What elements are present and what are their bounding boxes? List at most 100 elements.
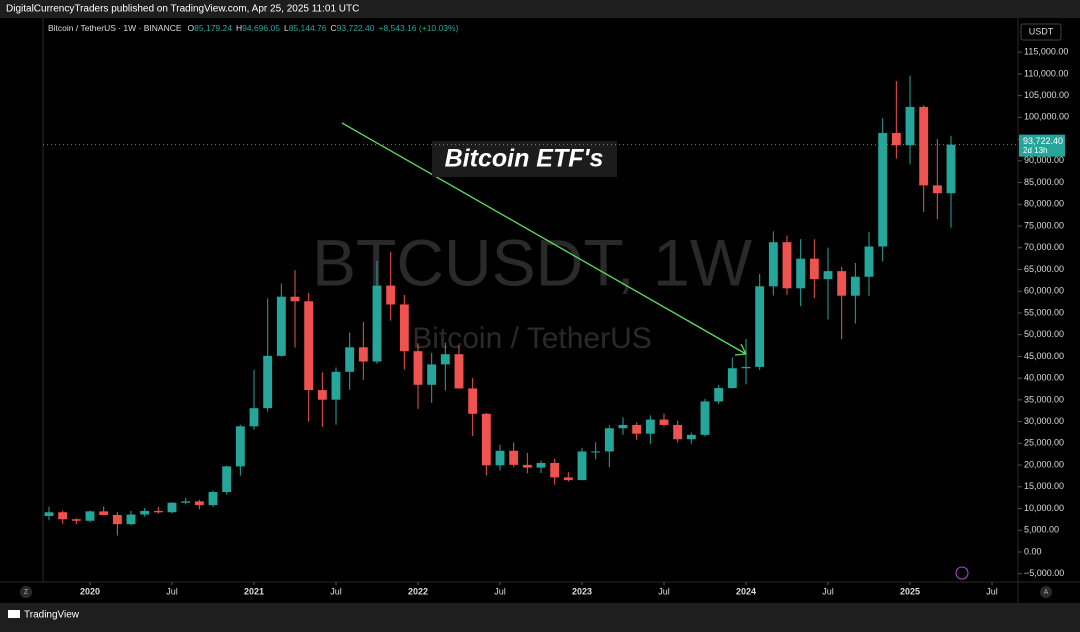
candle-body	[345, 347, 355, 372]
last-price-box	[1019, 134, 1065, 157]
candle-body	[714, 388, 724, 402]
candle-body	[249, 408, 259, 427]
currency: USDT	[1029, 26, 1054, 36]
y-tick-label: 45,000.00	[1024, 351, 1064, 361]
candle-body	[550, 462, 560, 478]
y-tick-label: 105,000.00	[1024, 90, 1069, 100]
x-tick-label: 2021	[244, 586, 264, 596]
annotation: Bitcoin ETF's	[445, 145, 604, 173]
candle-body	[263, 355, 273, 409]
ohlc-value: 93,722.40	[337, 23, 375, 33]
arrow-head	[734, 343, 747, 356]
x-tick-label: 2020	[80, 586, 100, 596]
z-button[interactable]	[20, 586, 32, 598]
candle-body	[153, 510, 163, 513]
candle-body	[864, 246, 874, 277]
candle-body	[823, 271, 833, 280]
ohlc-label: O	[188, 23, 195, 33]
y-tick-label: 115,000.00	[1024, 47, 1068, 57]
arrow	[341, 122, 747, 355]
y-tick-label: 70,000.00	[1024, 242, 1064, 252]
candle-body	[44, 512, 54, 516]
candle-body	[85, 511, 95, 521]
candle-body	[741, 366, 751, 369]
a-button[interactable]	[1040, 586, 1052, 598]
event-icon[interactable]	[955, 566, 969, 580]
candle-body	[782, 242, 792, 289]
ohlc-value: 85,144.76	[289, 23, 327, 33]
y-tick-label: 35,000.00	[1024, 394, 1064, 404]
candle-body	[290, 296, 300, 302]
candle-body	[399, 304, 409, 352]
candle-body	[563, 477, 573, 481]
y-tick-label: 80,000.00	[1024, 199, 1064, 209]
y-tick-label: −5,000.00	[1024, 568, 1064, 578]
watermark-sub: Bitcoin / TetherUS	[412, 322, 652, 355]
countdown: 2d 13h	[1023, 146, 1047, 155]
candle-body	[659, 419, 669, 425]
currency-button[interactable]	[1020, 23, 1062, 41]
x-tick-label: Jul	[658, 586, 670, 596]
x-tick-label: 2022	[408, 586, 428, 596]
y-tick-label: 65,000.00	[1024, 264, 1064, 274]
y-tick-label: 20,000.00	[1024, 459, 1064, 469]
change: +8,543.16 (+10.03%)	[378, 23, 458, 33]
candle-body	[809, 258, 819, 280]
candle-body	[235, 426, 245, 467]
y-tick-label: 60,000.00	[1024, 286, 1064, 296]
y-tick-label: 0.00	[1024, 546, 1042, 556]
ohlc-label: H	[236, 23, 242, 33]
x-tick-label: 2023	[572, 586, 592, 596]
y-tick-label: 40,000.00	[1024, 373, 1064, 383]
candle-body	[632, 424, 642, 434]
candle-body	[181, 501, 191, 503]
candle-body	[427, 364, 437, 385]
candle-body	[618, 424, 628, 429]
ohlc-label: C	[331, 23, 337, 33]
x-tick-label: 2024	[736, 586, 756, 596]
x-tick-label: Jul	[986, 586, 998, 596]
candle-body	[919, 106, 929, 186]
candle-body	[591, 451, 601, 453]
candle-body	[126, 514, 136, 525]
candle-body	[99, 511, 109, 515]
ohlc-label: L	[284, 23, 289, 33]
candle-body	[222, 466, 232, 493]
candle-body	[673, 424, 683, 440]
candle-body	[468, 388, 478, 414]
legend-line: Bitcoin / TetherUS · 1W · BINANCE O85,179…	[48, 23, 459, 33]
candle-body	[522, 464, 532, 468]
candle-body	[577, 451, 587, 481]
y-tick-label: 55,000.00	[1024, 307, 1064, 317]
y-tick-label: 90,000.00	[1024, 155, 1064, 165]
candle-body	[194, 501, 204, 506]
candle-body	[317, 390, 327, 400]
candle-body	[946, 144, 956, 194]
candle-body	[440, 354, 450, 365]
candle-body	[905, 106, 915, 146]
candle-body	[386, 285, 396, 305]
footer: TradingView	[24, 610, 80, 621]
candle-body	[796, 258, 806, 289]
candle-body	[837, 271, 847, 296]
candle-body	[727, 368, 737, 389]
x-tick-label: Jul	[166, 586, 178, 596]
candle-body	[495, 450, 505, 466]
candle-body	[58, 512, 68, 520]
z-label: Z	[24, 589, 29, 596]
candle-body	[140, 510, 150, 515]
candle-body	[891, 132, 901, 146]
candle-body	[645, 419, 655, 434]
watermark: BTCUSDT, 1W	[312, 225, 753, 299]
candle-body	[755, 286, 765, 367]
x-tick-label: 2025	[900, 586, 920, 596]
y-tick-label: 15,000.00	[1024, 481, 1064, 491]
candle-body	[208, 492, 218, 506]
candle-body	[167, 502, 177, 513]
candle-body	[372, 285, 382, 362]
candle-body	[276, 296, 286, 356]
candle-body	[358, 347, 368, 362]
candle-body	[768, 242, 778, 287]
logo	[8, 610, 20, 618]
